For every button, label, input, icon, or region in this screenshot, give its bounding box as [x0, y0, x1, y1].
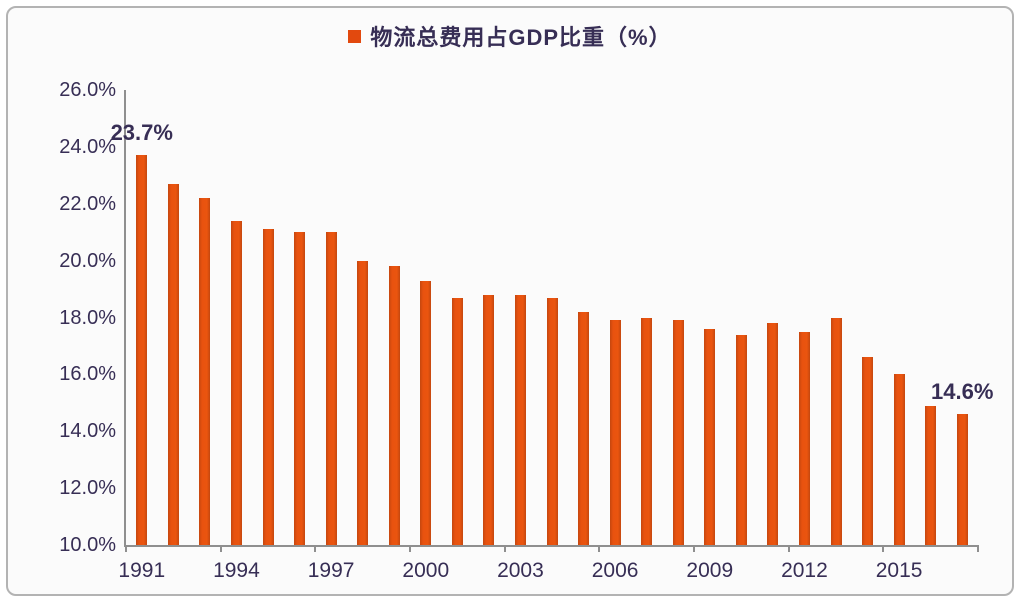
x-axis-tick — [977, 545, 979, 552]
x-axis-tick — [787, 545, 790, 552]
bar-2005 — [578, 311, 590, 545]
x-axis-tick — [409, 545, 411, 552]
bar-2010 — [735, 334, 747, 545]
y-axis-tick-label: 20.0% — [59, 249, 116, 272]
data-label: 23.7% — [110, 120, 173, 146]
x-axis-tick — [503, 545, 506, 552]
x-axis-tick-label: 1997 — [307, 559, 355, 582]
bar-1994 — [230, 220, 242, 545]
legend-marker-icon — [348, 29, 362, 43]
y-axis-tick-label: 14.0% — [59, 420, 116, 443]
bar-1993 — [199, 198, 211, 545]
x-axis-tick-label: 1991 — [118, 559, 166, 582]
y-axis-tick-label: 22.0% — [59, 192, 116, 215]
data-label: 14.6% — [931, 379, 994, 405]
x-axis-tick-label: 2006 — [591, 559, 639, 582]
y-axis-tick-label: 18.0% — [59, 306, 116, 329]
plot-area: 26.0% 24.0% 22.0% 20.0% 18.0% 16.0% 14.0% 12.0%… — [59, 79, 993, 582]
y-axis-tick-label: 26.0% — [59, 79, 116, 101]
bar-1997 — [325, 232, 337, 545]
bar-1992 — [167, 183, 179, 545]
bar-2009 — [704, 328, 716, 545]
x-axis-tick-label: 2009 — [686, 559, 734, 582]
bar-2001 — [451, 297, 463, 545]
bar-1995 — [262, 229, 274, 545]
bar-2000 — [420, 280, 432, 545]
bar-2006 — [609, 320, 621, 545]
legend-label: 物流总费用占GDP比重（%） — [370, 25, 672, 50]
x-axis-tick-label: 2012 — [781, 559, 828, 582]
y-axis-tick-label: 10.0% — [59, 534, 116, 556]
bar-2002 — [483, 294, 495, 545]
y-axis-tick-label: 16.0% — [59, 363, 116, 386]
bar-2003 — [514, 294, 526, 545]
x-axis-tick — [882, 545, 885, 552]
x-axis-tick-label: 2015 — [875, 559, 923, 582]
bar-2014 — [862, 357, 874, 545]
bar-2008 — [672, 320, 684, 545]
bar-2012 — [798, 331, 810, 545]
legend: 物流总费用占GDP比重（%） — [8, 20, 1012, 52]
x-axis-tick — [125, 545, 127, 552]
x-axis-tick-label: 2000 — [402, 559, 450, 582]
y-axis-tick-label: 24.0% — [59, 135, 116, 158]
y-axis-tick-label: 12.0% — [59, 477, 116, 500]
bar-2004 — [546, 297, 558, 545]
x-axis-tick — [314, 545, 317, 552]
x-axis-tick-label: 1994 — [213, 559, 260, 582]
bar-1999 — [388, 266, 400, 545]
bar-1996 — [294, 232, 306, 545]
x-axis-tick — [693, 545, 695, 552]
bar-1991 — [136, 155, 148, 545]
x-axis-tick — [598, 545, 601, 552]
bar-2015 — [893, 374, 905, 545]
bar-1998 — [357, 260, 369, 545]
bar-2007 — [641, 317, 653, 545]
chart-frame: 物流总费用占GDP比重（%） 26.0% 24.0% 22.0% 20.0% 18.0%… — [6, 6, 1014, 596]
bar-2017 — [956, 414, 968, 545]
bar-2013 — [830, 317, 842, 545]
x-axis-tick — [219, 545, 222, 552]
bar-2016 — [925, 405, 937, 545]
x-axis-tick-label: 2003 — [497, 559, 544, 582]
bar-2011 — [767, 323, 779, 545]
